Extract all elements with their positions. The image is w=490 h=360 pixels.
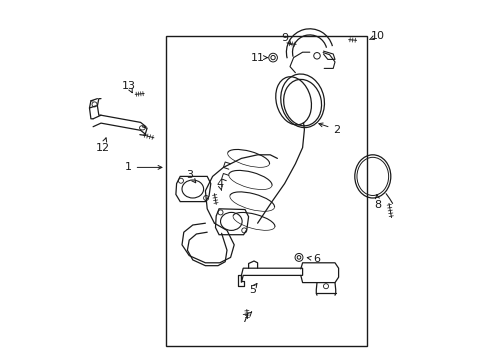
Bar [166, 36, 368, 346]
Text: 13: 13 [122, 81, 136, 91]
Ellipse shape [276, 77, 312, 125]
Text: 1: 1 [124, 162, 131, 172]
Text: 9: 9 [281, 33, 288, 43]
Text: 7: 7 [242, 314, 248, 324]
Text: 5: 5 [249, 285, 256, 295]
Text: 11: 11 [250, 53, 265, 63]
Text: 6: 6 [314, 254, 320, 264]
Text: 4: 4 [216, 179, 223, 189]
Text: 12: 12 [96, 143, 110, 153]
Text: 2: 2 [333, 125, 341, 135]
Text: 3: 3 [186, 170, 193, 180]
Text: 10: 10 [371, 31, 385, 41]
Text: 8: 8 [375, 200, 382, 210]
